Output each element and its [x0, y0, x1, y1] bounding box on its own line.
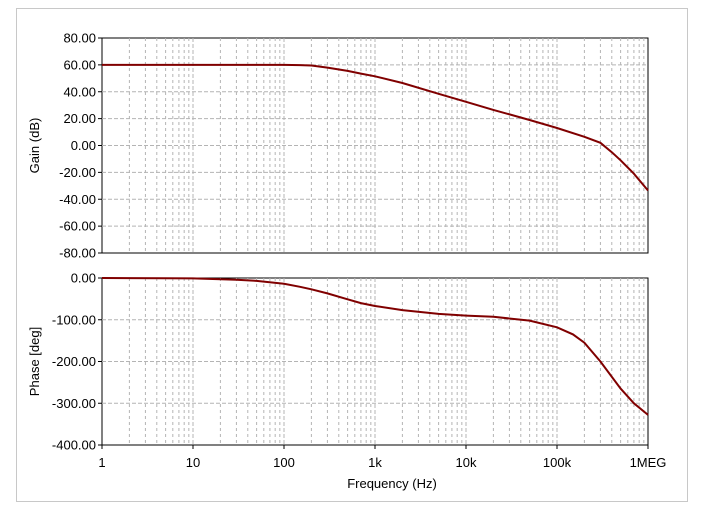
- x-tick-label: 1: [98, 455, 105, 470]
- phase-plot: 0.00 -100.00 -200.00 -300.00 -400.00 Phase […: [27, 271, 649, 453]
- x-tick-label: 1MEG: [630, 455, 667, 470]
- phase-y-tick-label: -200.00: [52, 354, 96, 369]
- phase-y-tick-label: -100.00: [52, 312, 96, 327]
- phase-y-ticks: 0.00 -100.00 -200.00 -300.00 -400.00: [52, 271, 102, 453]
- gain-y-tick-label: 80.00: [63, 31, 96, 46]
- x-tick-label: 10: [186, 455, 200, 470]
- phase-y-axis-title: Phase [deg]: [27, 327, 42, 396]
- gain-y-tick-label: -80.00: [59, 246, 96, 261]
- phase-y-tick-label: -400.00: [52, 438, 96, 453]
- phase-series-line: [101, 277, 649, 416]
- phase-y-tick-label: -300.00: [52, 396, 96, 411]
- gain-y-tick-label: 60.00: [63, 57, 96, 72]
- gain-y-tick-label: 20.00: [63, 111, 96, 126]
- gain-series-line: [102, 63, 649, 192]
- gain-y-tick-label: 0.00: [71, 138, 96, 153]
- x-tick-label: 10k: [456, 455, 477, 470]
- gain-y-axis-title: Gain (dB): [27, 118, 42, 174]
- phase-y-tick-label: 0.00: [71, 271, 96, 286]
- x-ticks: 1 10 100 1k 10k 100k 1MEG: [98, 445, 666, 470]
- gain-y-tick-label: -20.00: [59, 165, 96, 180]
- gain-y-tick-label: 40.00: [63, 84, 96, 99]
- x-tick-label: 1k: [368, 455, 382, 470]
- x-tick-label: 100k: [543, 455, 572, 470]
- gain-y-ticks: 80.00 60.00 40.00 20.00 0.00 -20.00 -40.00 -60.…: [59, 31, 102, 261]
- x-tick-label: 100: [273, 455, 295, 470]
- x-axis-title: Frequency (Hz): [347, 476, 437, 491]
- phase-grid: [102, 278, 648, 445]
- gain-plot: 80.00 60.00 40.00 20.00 0.00 -20.00 -40.00 -60.…: [27, 31, 649, 261]
- gain-y-tick-label: -60.00: [59, 219, 96, 234]
- gain-y-tick-label: -40.00: [59, 192, 96, 207]
